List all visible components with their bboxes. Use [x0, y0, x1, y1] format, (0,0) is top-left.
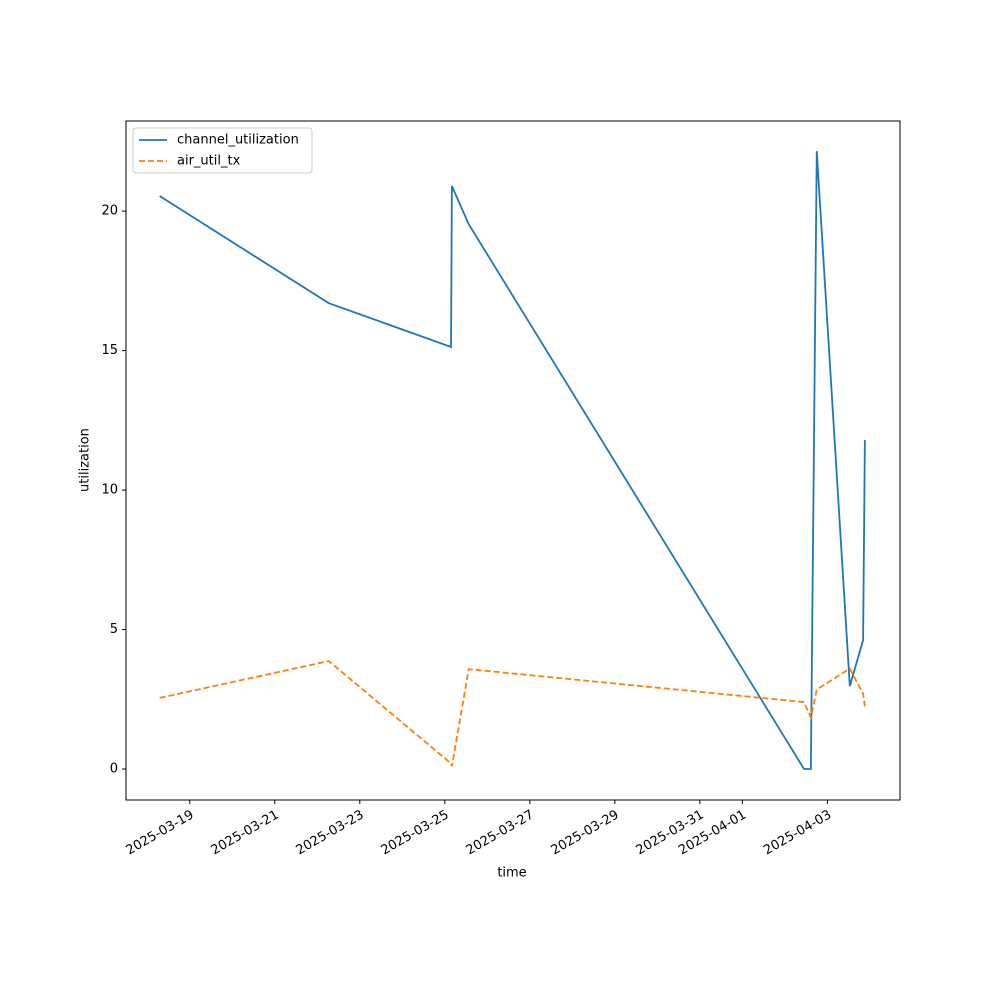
y-tick-label: 10 — [101, 483, 118, 498]
x-tick-label: 2025-03-21 — [209, 808, 282, 859]
y-axis-label: utilization — [78, 428, 93, 492]
legend-label: air_util_tx — [177, 154, 241, 169]
y-tick-label: 15 — [101, 343, 118, 358]
x-tick-label: 2025-03-29 — [549, 808, 622, 859]
x-tick-label: 2025-03-25 — [379, 808, 452, 859]
series-line — [159, 151, 866, 770]
x-tick-label: 2025-03-23 — [294, 808, 367, 859]
x-tick-label: 2025-04-03 — [761, 808, 834, 859]
x-tick-label: 2025-03-27 — [464, 808, 537, 859]
series-line — [159, 660, 866, 767]
y-tick-label: 5 — [110, 622, 118, 637]
x-tick-label: 2025-03-19 — [124, 808, 197, 859]
y-tick-label: 0 — [110, 762, 118, 777]
legend-label: channel_utilization — [177, 133, 299, 148]
x-axis-label: time — [497, 866, 526, 881]
plot-frame — [125, 120, 901, 801]
legend-box — [132, 127, 313, 174]
y-tick-label: 20 — [101, 204, 118, 219]
